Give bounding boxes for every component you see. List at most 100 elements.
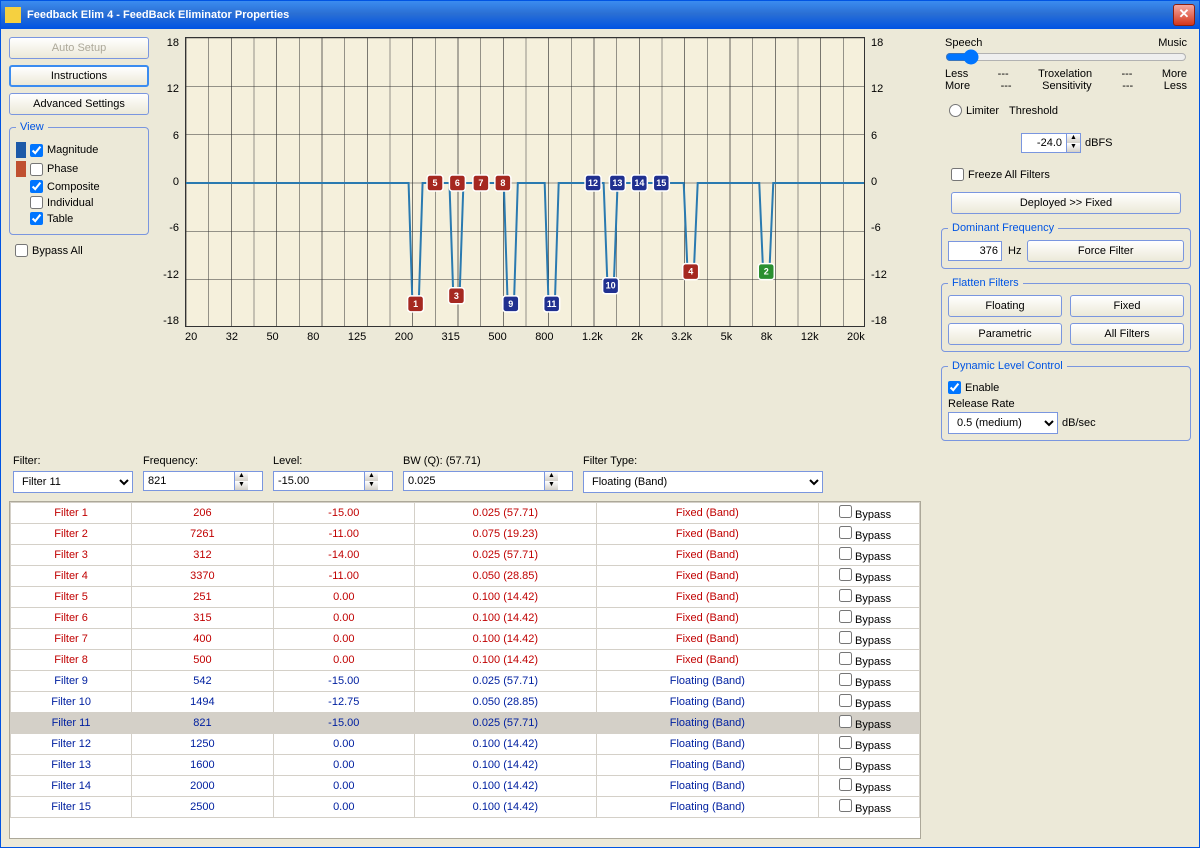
composite-checkbox[interactable] bbox=[30, 180, 43, 193]
table-row[interactable]: Filter 12 1250 0.00 0.100 (14.42) Floati… bbox=[11, 734, 920, 755]
bypass-checkbox[interactable] bbox=[839, 757, 852, 770]
table-row[interactable]: Filter 13 1600 0.00 0.100 (14.42) Floati… bbox=[11, 755, 920, 776]
filter-select[interactable]: Filter 11 bbox=[13, 471, 133, 493]
table-row[interactable]: Filter 1 206 -15.00 0.025 (57.71) Fixed … bbox=[11, 503, 920, 524]
spin-up-icon[interactable]: ▲ bbox=[1066, 134, 1080, 143]
threshold-spinner[interactable]: ▲▼ bbox=[1021, 133, 1081, 153]
x-tick: 2k bbox=[631, 331, 643, 343]
svg-text:3: 3 bbox=[454, 291, 459, 301]
close-icon[interactable]: ✕ bbox=[1173, 4, 1195, 26]
bypass-checkbox[interactable] bbox=[839, 610, 852, 623]
bypass-checkbox[interactable] bbox=[839, 589, 852, 602]
bypass-checkbox[interactable] bbox=[839, 652, 852, 665]
spin-down-icon[interactable]: ▼ bbox=[1066, 143, 1080, 152]
cell-level: -11.00 bbox=[273, 524, 414, 545]
cell-type: Floating (Band) bbox=[596, 776, 818, 797]
spin-down-icon[interactable]: ▼ bbox=[544, 481, 558, 490]
filter-type-select[interactable]: Floating (Band) bbox=[583, 471, 823, 493]
cell-type: Fixed (Band) bbox=[596, 524, 818, 545]
svg-text:7: 7 bbox=[478, 178, 483, 188]
auto-setup-button[interactable]: Auto Setup bbox=[9, 37, 149, 59]
bypass-checkbox[interactable] bbox=[839, 547, 852, 560]
deployed-fixed-button[interactable]: Deployed >> Fixed bbox=[951, 192, 1181, 214]
frequency-input[interactable] bbox=[144, 472, 234, 490]
table-row[interactable]: Filter 15 2500 0.00 0.100 (14.42) Floati… bbox=[11, 797, 920, 818]
level-input[interactable] bbox=[274, 472, 364, 490]
table-row[interactable]: Filter 14 2000 0.00 0.100 (14.42) Floati… bbox=[11, 776, 920, 797]
level-spinner[interactable]: ▲▼ bbox=[273, 471, 393, 491]
bypass-checkbox[interactable] bbox=[839, 673, 852, 686]
floating-button[interactable]: Floating bbox=[948, 295, 1062, 317]
x-tick: 8k bbox=[761, 331, 773, 343]
table-row[interactable]: Filter 5 251 0.00 0.100 (14.42) Fixed (B… bbox=[11, 587, 920, 608]
bypass-checkbox[interactable] bbox=[839, 799, 852, 812]
cell-bwq: 0.100 (14.42) bbox=[414, 797, 596, 818]
app-icon bbox=[5, 7, 21, 23]
bypass-all-checkbox[interactable] bbox=[15, 244, 28, 257]
bypass-checkbox[interactable] bbox=[839, 715, 852, 728]
bypass-checkbox[interactable] bbox=[839, 568, 852, 581]
instructions-button[interactable]: Instructions bbox=[9, 65, 149, 87]
cell-name: Filter 7 bbox=[11, 629, 132, 650]
magnitude-checkbox[interactable] bbox=[30, 144, 43, 157]
bypass-checkbox[interactable] bbox=[839, 736, 852, 749]
cell-bwq: 0.100 (14.42) bbox=[414, 608, 596, 629]
y-axis-right: 181260-6-12-18 bbox=[865, 37, 899, 327]
table-row[interactable]: Filter 2 7261 -11.00 0.075 (19.23) Fixed… bbox=[11, 524, 920, 545]
titlebar[interactable]: Feedback Elim 4 - FeedBack Eliminator Pr… bbox=[1, 1, 1199, 29]
spin-up-icon[interactable]: ▲ bbox=[364, 472, 378, 481]
svg-text:15: 15 bbox=[656, 178, 666, 188]
table-row[interactable]: Filter 8 500 0.00 0.100 (14.42) Fixed (B… bbox=[11, 650, 920, 671]
freeze-checkbox[interactable] bbox=[951, 168, 964, 181]
cell-name: Filter 13 bbox=[11, 755, 132, 776]
table-row[interactable]: Filter 6 315 0.00 0.100 (14.42) Fixed (B… bbox=[11, 608, 920, 629]
cell-level: 0.00 bbox=[273, 650, 414, 671]
advanced-settings-button[interactable]: Advanced Settings bbox=[9, 93, 149, 115]
force-filter-button[interactable]: Force Filter bbox=[1027, 240, 1184, 262]
limiter-radio[interactable] bbox=[949, 104, 962, 117]
spin-up-icon[interactable]: ▲ bbox=[544, 472, 558, 481]
bypass-checkbox[interactable] bbox=[839, 778, 852, 791]
table-row[interactable]: Filter 10 1494 -12.75 0.050 (28.85) Floa… bbox=[11, 692, 920, 713]
all-filters-button[interactable]: All Filters bbox=[1070, 323, 1184, 345]
bypass-checkbox[interactable] bbox=[839, 631, 852, 644]
x-tick: 125 bbox=[348, 331, 366, 343]
bypass-checkbox[interactable] bbox=[839, 505, 852, 518]
view-legend: View bbox=[16, 121, 48, 133]
cell-name: Filter 8 bbox=[11, 650, 132, 671]
phase-checkbox[interactable] bbox=[30, 163, 43, 176]
bw-input[interactable] bbox=[404, 472, 544, 490]
threshold-input[interactable] bbox=[1022, 134, 1066, 152]
svg-text:1: 1 bbox=[413, 299, 418, 309]
x-tick: 50 bbox=[266, 331, 278, 343]
fixed-button[interactable]: Fixed bbox=[1070, 295, 1184, 317]
cell-bwq: 0.100 (14.42) bbox=[414, 776, 596, 797]
individual-checkbox[interactable] bbox=[30, 196, 43, 209]
bypass-checkbox[interactable] bbox=[839, 526, 852, 539]
bypass-checkbox[interactable] bbox=[839, 694, 852, 707]
y-tick: -18 bbox=[871, 315, 899, 327]
table-row[interactable]: Filter 3 312 -14.00 0.025 (57.71) Fixed … bbox=[11, 545, 920, 566]
frequency-response-chart[interactable]: 567812131415139111042 bbox=[185, 37, 865, 327]
enable-checkbox[interactable] bbox=[948, 381, 961, 394]
spin-down-icon[interactable]: ▼ bbox=[234, 481, 248, 490]
cell-freq: 1600 bbox=[132, 755, 273, 776]
flatten-filters-legend: Flatten Filters bbox=[948, 277, 1023, 289]
x-tick: 20k bbox=[847, 331, 865, 343]
svg-text:9: 9 bbox=[508, 299, 513, 309]
spin-up-icon[interactable]: ▲ bbox=[234, 472, 248, 481]
frequency-spinner[interactable]: ▲▼ bbox=[143, 471, 263, 491]
table-row[interactable]: Filter 4 3370 -11.00 0.050 (28.85) Fixed… bbox=[11, 566, 920, 587]
table-checkbox[interactable] bbox=[30, 212, 43, 225]
svg-text:13: 13 bbox=[612, 178, 622, 188]
bw-spinner[interactable]: ▲▼ bbox=[403, 471, 573, 491]
table-row[interactable]: Filter 7 400 0.00 0.100 (14.42) Fixed (B… bbox=[11, 629, 920, 650]
parametric-button[interactable]: Parametric bbox=[948, 323, 1062, 345]
spin-down-icon[interactable]: ▼ bbox=[364, 481, 378, 490]
table-row[interactable]: Filter 9 542 -15.00 0.025 (57.71) Floati… bbox=[11, 671, 920, 692]
cell-level: 0.00 bbox=[273, 587, 414, 608]
release-rate-select[interactable]: 0.5 (medium) bbox=[948, 412, 1058, 434]
speech-music-slider[interactable] bbox=[945, 49, 1187, 65]
cell-type: Fixed (Band) bbox=[596, 650, 818, 671]
table-row[interactable]: Filter 11 821 -15.00 0.025 (57.71) Float… bbox=[11, 713, 920, 734]
